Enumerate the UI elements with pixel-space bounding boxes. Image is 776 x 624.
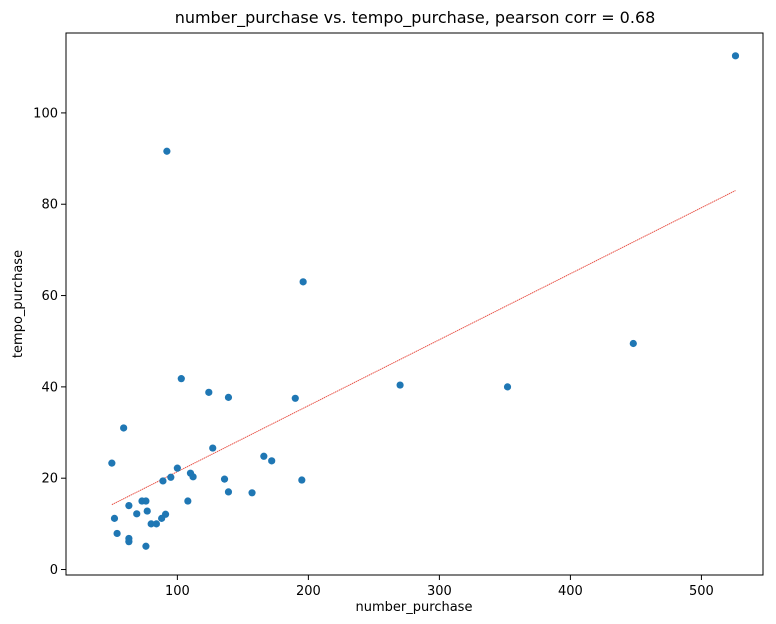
data-point [268,457,276,465]
x-tick-label: 100 [165,584,190,599]
data-point [731,52,740,60]
data-point [209,444,217,452]
data-point [125,501,133,510]
data-point [143,507,151,515]
data-point [291,394,299,402]
data-point [260,452,268,460]
data-point [120,424,128,432]
x-tick-label: 500 [689,584,714,599]
data-point [133,510,141,518]
data-point [110,514,119,522]
data-point [152,520,161,528]
data-point [224,393,233,401]
data-point [298,476,306,484]
data-point [299,278,307,286]
y-tick-label: 40 [41,380,58,395]
x-tick-label: 400 [558,584,583,599]
data-point [205,388,213,396]
data-point [396,381,404,389]
data-point [142,542,150,550]
data-point [125,538,133,546]
data-point [248,489,256,497]
data-point [113,529,121,538]
data-point [189,473,197,481]
data-point [167,473,175,481]
x-tick-label: 200 [296,584,321,599]
data-point [158,514,166,522]
data-point [173,464,181,472]
data-points [108,52,740,550]
data-point [184,497,192,505]
y-tick-label: 20 [41,472,58,487]
data-point [163,147,171,155]
data-point [629,339,637,348]
data-point [142,497,150,505]
x-tick-label: 300 [427,584,452,599]
y-tick-label: 60 [41,289,58,304]
regression-line [111,190,736,506]
data-point [108,459,116,467]
plot-area [65,32,764,576]
data-point [147,520,155,528]
data-point [503,383,512,391]
y-axis-label: tempo_purchase [11,250,26,358]
y-tick-label: 0 [50,563,58,578]
data-point [177,375,185,383]
x-axis: 100 200 300 400 500 [165,575,714,599]
data-point [224,488,233,496]
y-axis: 0 20 40 60 80 100 [33,106,66,578]
data-point [159,477,167,485]
x-axis-label: number_purchase [356,600,473,615]
data-point [220,475,229,483]
y-tick-label: 100 [33,106,58,121]
y-tick-label: 80 [41,198,58,213]
chart-title: number_purchase vs. tempo_purchase, pear… [175,8,656,28]
